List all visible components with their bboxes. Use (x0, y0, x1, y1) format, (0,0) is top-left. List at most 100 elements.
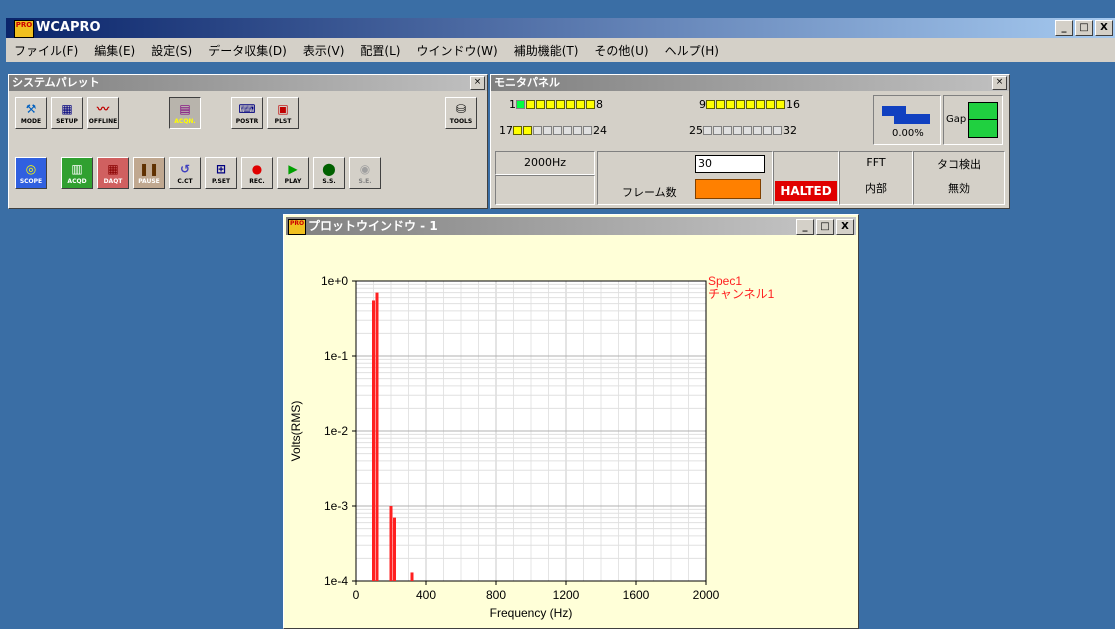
gap-indicator: Gap (943, 95, 1003, 145)
menu-settings[interactable]: 設定(S) (151, 43, 193, 58)
acqn-button[interactable]: ▤ ACQN. (169, 97, 201, 129)
daqt-button[interactable]: ▦ DAQT (97, 157, 129, 189)
buffer-indicator: 0.00% (873, 95, 941, 145)
ss-button[interactable]: ⬤ S.S. (313, 157, 345, 189)
x-tick-label: 0 (353, 588, 360, 602)
buffer-percent: 0.00% (892, 128, 924, 139)
plot-window: PRO プロットウインドウ - 1 _ □ X 1e-4 1e-3 1e-2 1e-1… (283, 214, 859, 629)
channel-led (556, 99, 565, 109)
channel-led (753, 125, 762, 135)
buffer-bar-icon (882, 106, 906, 116)
monitor-title: モニタパネル (491, 75, 1009, 91)
tacho-state: 無効 (948, 182, 970, 195)
channel-label: 24 (593, 123, 607, 137)
channel-led (536, 99, 545, 109)
plot-title-bar: PRO プロットウインドウ - 1 _ □ X (286, 217, 856, 235)
channel-led (543, 125, 552, 135)
monitor-close-button[interactable]: × (992, 76, 1007, 90)
legend-entry: Spec1 (708, 274, 742, 288)
fft-cell[interactable]: FFT 内部 (839, 151, 913, 205)
minimize-button[interactable]: _ (1055, 20, 1073, 36)
gap-label: Gap (946, 114, 967, 125)
pause-button[interactable]: ❚❚ PAUSE (133, 157, 165, 189)
channel-led (573, 125, 582, 135)
tools-button[interactable]: ⛁ TOOLS (445, 97, 477, 129)
channel-led (763, 125, 772, 135)
channel-label: 8 (596, 97, 603, 111)
system-palette: システムパレット × ⚒ MODE ▦ SETUP 〰 OFFLINE ▤ ACQN. … (8, 74, 488, 209)
channel-led (746, 99, 755, 109)
channel-led (723, 125, 732, 135)
cct-button[interactable]: ↺ C.CT (169, 157, 201, 189)
menu-view[interactable]: 表示(V) (302, 43, 345, 58)
app-icon: PRO (14, 20, 34, 38)
plst-button[interactable]: ▣ PLST (267, 97, 299, 129)
channel-led (756, 99, 765, 109)
channel-row-9-16: 9 16 (699, 97, 800, 111)
tacho-label: タコ検出 (937, 158, 981, 171)
close-button[interactable]: X (1095, 20, 1113, 36)
scope-button[interactable]: ◎ SCOPE (15, 157, 47, 189)
channel-led (716, 99, 725, 109)
channel-led (713, 125, 722, 135)
menu-other[interactable]: その他(U) (594, 43, 649, 58)
menu-help[interactable]: ヘルプ(H) (664, 43, 719, 58)
y-tick-label: 1e-1 (324, 349, 348, 363)
channel-led (523, 125, 532, 135)
pset-button[interactable]: ⊞ P.SET (205, 157, 237, 189)
channel-led (766, 99, 775, 109)
y-axis-label: Volts(RMS) (289, 401, 303, 462)
channel-led (776, 99, 785, 109)
frame-count-input[interactable]: 30 (695, 155, 765, 173)
acqd-button[interactable]: ▥ ACQD (61, 157, 93, 189)
channel-led (526, 99, 535, 109)
menu-tools[interactable]: 補助機能(T) (513, 43, 579, 58)
rec-button[interactable]: ● REC. (241, 157, 273, 189)
plot-close-button[interactable]: X (836, 219, 854, 235)
x-tick-label: 1600 (623, 588, 650, 602)
x-tick-label: 800 (486, 588, 506, 602)
status-badge: HALTED (775, 181, 837, 201)
setup-button[interactable]: ▦ SETUP (51, 97, 83, 129)
channel-label: 16 (786, 97, 800, 111)
spectrum-bar (375, 292, 379, 581)
menu-window[interactable]: ウインドウ(W) (416, 43, 498, 58)
monitor-panel: モニタパネル × 1 8 9 16 17 24 25 32 0.00% (490, 74, 1010, 209)
menu-bar: ファイル(F) 編集(E) 設定(S) データ収集(D) 表示(V) 配置(L)… (6, 38, 1115, 62)
palette-close-button[interactable]: × (470, 76, 485, 90)
tacho-cell[interactable]: タコ検出 無効 (913, 151, 1005, 205)
channel-led (513, 125, 522, 135)
buffer-bar-icon (894, 114, 930, 124)
channel-led (576, 99, 585, 109)
channel-led (516, 99, 525, 109)
x-tick-label: 400 (416, 588, 436, 602)
channel-led (706, 99, 715, 109)
play-button[interactable]: ▶ PLAY (277, 157, 309, 189)
channel-led (733, 125, 742, 135)
channel-led (563, 125, 572, 135)
channel-row-17-24: 17 24 (499, 123, 607, 137)
maximize-button[interactable]: □ (1075, 20, 1093, 36)
y-tick-label: 1e-3 (324, 499, 348, 513)
menu-layout[interactable]: 配置(L) (360, 43, 401, 58)
title-bar: PRO WCAPRO _ □ X (6, 18, 1115, 38)
spectrum-bar (393, 517, 396, 581)
menu-edit[interactable]: 編集(E) (94, 43, 136, 58)
offline-button[interactable]: 〰 OFFLINE (87, 97, 119, 129)
menu-data-acquisition[interactable]: データ収集(D) (208, 43, 287, 58)
blank-cell (495, 175, 595, 205)
postr-button[interactable]: ⌨ POSTR (231, 97, 263, 129)
plot-minimize-button[interactable]: _ (796, 219, 814, 235)
se-button[interactable]: ◉ S.E. (349, 157, 381, 189)
channel-row-25-32: 25 32 (689, 123, 797, 137)
channel-led (743, 125, 752, 135)
channel-led (566, 99, 575, 109)
menu-file[interactable]: ファイル(F) (14, 43, 79, 58)
y-tick-label: 1e+0 (321, 274, 348, 288)
fft-label: FFT (866, 156, 886, 169)
y-tick-label: 1e-2 (324, 424, 348, 438)
channel-label: 25 (689, 123, 703, 137)
channel-led (773, 125, 782, 135)
mode-button[interactable]: ⚒ MODE (15, 97, 47, 129)
plot-maximize-button[interactable]: □ (816, 219, 834, 235)
